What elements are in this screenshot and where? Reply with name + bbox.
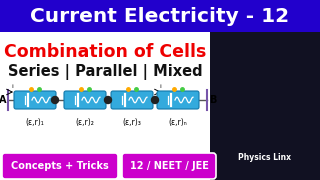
FancyBboxPatch shape <box>2 153 118 179</box>
Circle shape <box>105 96 111 103</box>
Text: Concepts + Tricks: Concepts + Tricks <box>11 161 109 171</box>
Text: B: B <box>209 95 216 105</box>
Text: (ε,r)ₙ: (ε,r)ₙ <box>169 118 188 127</box>
FancyBboxPatch shape <box>0 32 210 180</box>
Text: (ε,r)₃: (ε,r)₃ <box>123 118 141 127</box>
FancyBboxPatch shape <box>122 153 216 179</box>
Text: i: i <box>159 84 161 89</box>
FancyBboxPatch shape <box>0 0 320 32</box>
FancyBboxPatch shape <box>14 91 56 109</box>
FancyBboxPatch shape <box>210 32 320 180</box>
FancyBboxPatch shape <box>157 91 199 109</box>
Circle shape <box>52 96 59 103</box>
Text: (ε,r)₂: (ε,r)₂ <box>76 118 94 127</box>
Circle shape <box>151 96 158 103</box>
Text: Series | Parallel | Mixed: Series | Parallel | Mixed <box>8 64 202 80</box>
Text: A: A <box>0 95 6 105</box>
FancyBboxPatch shape <box>111 91 153 109</box>
Text: (ε,r)₁: (ε,r)₁ <box>26 118 44 127</box>
Text: Current Electricity - 12: Current Electricity - 12 <box>30 6 290 26</box>
Text: 12 / NEET / JEE: 12 / NEET / JEE <box>130 161 208 171</box>
FancyBboxPatch shape <box>64 91 106 109</box>
Text: Physics Linx: Physics Linx <box>238 154 292 163</box>
Text: Combination of Cells: Combination of Cells <box>4 43 206 61</box>
Text: i: i <box>11 84 13 89</box>
